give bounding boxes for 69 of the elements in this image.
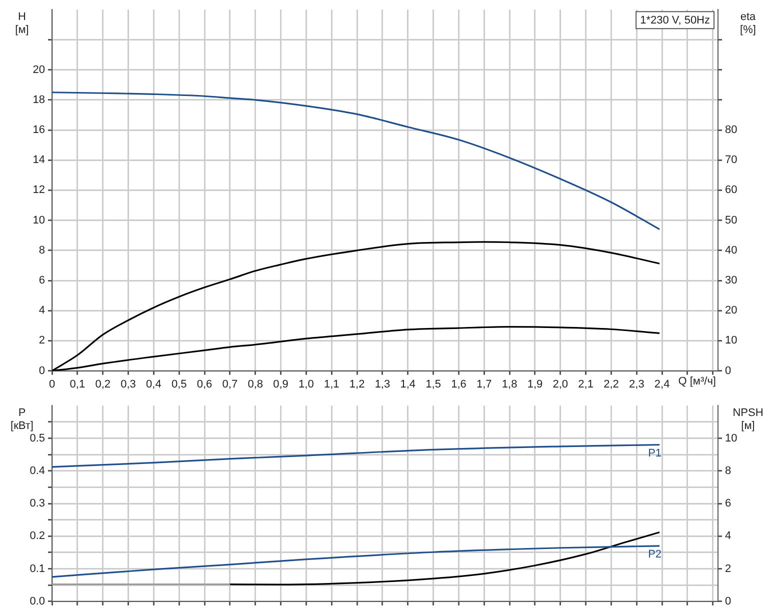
y-tick-label: 6 [38,274,45,287]
text: 1*230 V, 50Hz [640,14,710,27]
x-tick-label: 1,1 [324,378,340,390]
line-series [52,545,660,578]
y-axis-title: P [кВт] [10,407,34,432]
y2-tick-label: 6 [725,498,732,510]
y-axis-title: H [м] [15,11,29,36]
x-tick-label: 0,7 [222,378,238,390]
y2-tick-label: 50 [725,214,738,226]
x-tick-label: 2,1 [578,378,594,390]
x-axis-title: Q [м³/ч] [678,375,716,388]
y2-tick-label: 70 [725,154,738,166]
y-tick-label: 4 [38,304,45,317]
x-tick-label: 0,1 [70,378,86,390]
y2-tick-label: 80 [725,124,738,136]
y2-tick-label: 2 [725,562,732,575]
y-tick-label: 2 [38,334,45,347]
y-tick-label: 0.2 [30,530,45,542]
series-label: P2 [648,548,662,560]
x-tick-label: 0,3 [120,378,136,390]
x-tick-label: 1,0 [298,378,314,390]
y2-axis-title: eta [%] [740,11,757,36]
y2-tick-label: 20 [725,304,738,317]
x-tick-label: 2,2 [604,378,619,390]
y-tick-label: 14 [32,154,45,166]
x-tick-label: 0,4 [146,378,162,390]
x-tick-label: 0,2 [95,378,110,390]
y-tick-label: 10 [32,214,45,226]
series-label: P1 [648,447,662,460]
x-tick-label: 0,9 [273,378,288,390]
line-series [229,531,660,586]
y2-tick-label: 40 [725,244,738,256]
y2-tick-label: 30 [725,274,738,287]
line-series [52,92,660,230]
line-series [52,444,660,468]
x-tick-label: 2,0 [552,378,568,390]
x-tick-label: 2,4 [654,378,670,390]
y-tick-label: 12 [32,184,45,196]
y2-tick-label: 0 [725,364,732,377]
y-tick-label: 18 [32,94,45,106]
y-tick-label: 0.3 [30,498,45,510]
y2-tick-label: 60 [725,184,738,196]
y-tick-label: 16 [32,124,45,136]
y2-axis-title: NPSH [м] [732,407,764,432]
y2-tick-label: 10 [725,432,738,444]
x-tick-label: 1,2 [349,378,365,390]
x-tick-label: 1,8 [502,378,518,390]
y-tick-label: 0.0 [30,595,45,608]
y-tick-label: 0.5 [30,432,45,444]
y2-tick-label: 8 [725,464,732,477]
y-tick-label: 0.4 [30,464,45,477]
x-tick-label: 0 [48,378,56,390]
y-tick-label: 0.1 [30,562,45,575]
x-tick-label: 1,3 [374,378,390,390]
x-tick-label: 2,3 [629,378,644,390]
x-tick-label: 0,8 [248,378,264,390]
y-tick-label: 8 [38,244,45,256]
y2-tick-label: 10 [725,334,738,347]
y-tick-label: 0 [38,364,45,377]
x-tick-label: 0,6 [196,378,212,390]
y2-tick-label: 4 [725,530,732,542]
x-tick-label: 1,7 [476,378,492,390]
x-tick-label: 1,5 [426,378,441,390]
y2-tick-label: 0 [725,595,732,608]
x-tick-label: 1,6 [451,378,466,390]
x-tick-label: 0,5 [171,378,187,390]
y-tick-label: 20 [32,64,45,76]
x-tick-label: 1,9 [527,378,543,390]
x-tick-label: 1,4 [400,378,416,390]
